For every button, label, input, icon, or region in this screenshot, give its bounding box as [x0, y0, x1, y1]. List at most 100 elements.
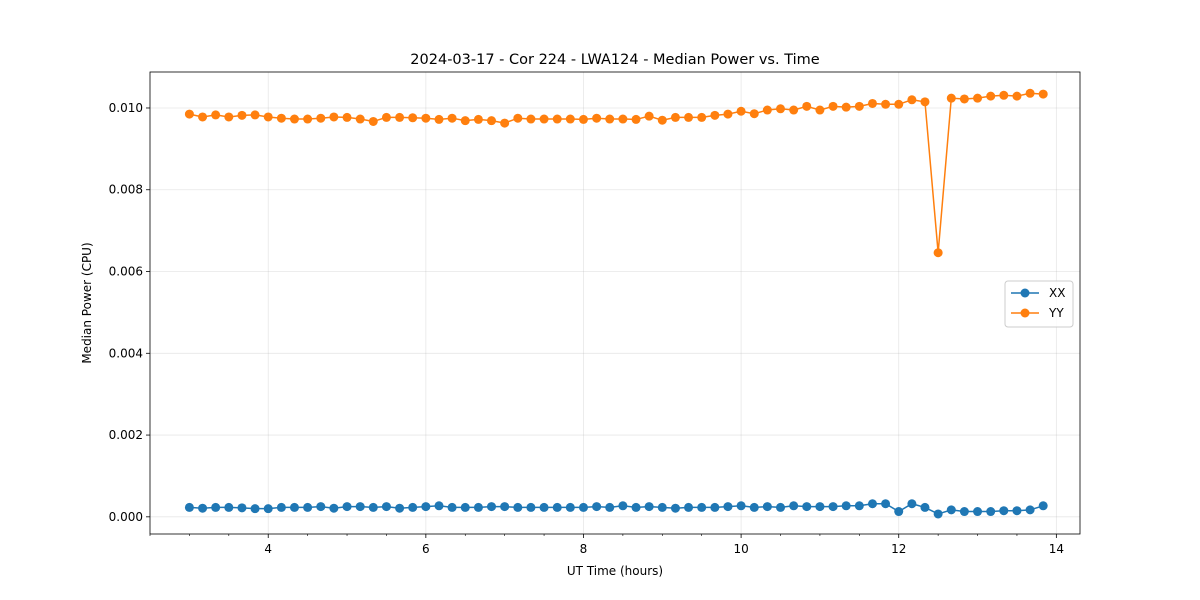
grid: [150, 72, 1080, 534]
series-yy-point: [933, 248, 943, 258]
series-yy-point: [276, 113, 286, 123]
series-yy-point: [500, 118, 510, 128]
series-xx-point: [408, 502, 418, 512]
series-yy-point: [303, 114, 313, 124]
series-yy-point: [184, 109, 194, 119]
legend-yy-marker: [1020, 308, 1030, 318]
x-tick-label: 12: [891, 542, 906, 556]
series-yy-point: [486, 116, 496, 126]
series-xx-point: [670, 503, 680, 513]
y-axis-label: Median Power (CPU): [80, 242, 94, 363]
series-yy-point: [368, 116, 378, 126]
series-yy-point: [802, 101, 812, 111]
series-xx-point: [329, 503, 339, 513]
series-yy-point: [447, 113, 457, 123]
y-tick-label: 0.000: [109, 510, 143, 524]
series-yy-point: [670, 112, 680, 122]
series-xx-point: [973, 507, 983, 517]
series-yy-point: [434, 114, 444, 124]
plot-frame: [149, 71, 1081, 535]
series-xx-point: [303, 502, 313, 512]
x-axis-label: UT Time (hours): [567, 564, 663, 578]
series-xx-point: [920, 502, 930, 512]
series-yy-point: [710, 110, 720, 120]
series-yy-point: [959, 94, 969, 104]
series-yy-point: [828, 101, 838, 111]
series-xx-point: [881, 499, 891, 509]
series-xx-point: [513, 502, 523, 512]
series-xx-point: [500, 502, 510, 512]
x-tick-label: 6: [422, 542, 430, 556]
series-xx-point: [316, 502, 326, 512]
ticks: 4 6 8 10 12 14 0.000 0.002 0.004 0.006 0.008 0.010: [109, 101, 1064, 556]
series-xx-point: [841, 501, 851, 511]
series-yy-point: [644, 111, 654, 121]
series-yy-point: [460, 116, 470, 126]
series-xx-point: [657, 502, 667, 512]
series-xx-point: [946, 505, 956, 515]
series-xx-point: [434, 501, 444, 511]
series-yy-point: [697, 112, 707, 122]
series-xx-point: [289, 502, 299, 512]
series-xx-point: [276, 502, 286, 512]
series-yy-point: [631, 114, 641, 124]
series-yy-point: [355, 114, 365, 124]
series-xx-point: [460, 502, 470, 512]
series-xx-point: [894, 507, 904, 517]
series-xx-point: [986, 507, 996, 517]
legend-yy-label: YY: [1048, 306, 1064, 320]
series-yy-point: [920, 97, 930, 107]
series-yy-point: [526, 114, 536, 124]
series-layer: [184, 88, 1048, 519]
series-xx-point: [815, 502, 825, 512]
series-yy-point: [881, 99, 891, 109]
series-yy-point: [473, 114, 483, 124]
series-xx-point: [250, 504, 260, 514]
series-yy-point: [736, 106, 746, 116]
series-yy-point: [263, 112, 273, 122]
series-yy-point: [289, 114, 299, 124]
series-xx-point: [684, 502, 694, 512]
series-xx-point: [381, 502, 391, 512]
series-xx-point: [789, 501, 799, 511]
series-xx-point: [355, 502, 365, 512]
y-tick-label: 0.004: [109, 346, 143, 360]
series-yy-point: [867, 98, 877, 108]
series-yy-point: [381, 112, 391, 122]
series-yy-point: [329, 112, 339, 122]
series-xx-point: [539, 502, 549, 512]
series-yy-point: [395, 112, 405, 122]
legend-xx-label: XX: [1049, 286, 1065, 300]
series-xx-point: [1038, 501, 1048, 511]
series-yy-point: [513, 113, 523, 123]
series-xx-point: [552, 502, 562, 512]
series-yy-point: [250, 110, 260, 120]
series-yy-point: [762, 105, 772, 115]
series-xx-point: [473, 502, 483, 512]
series-yy-point: [316, 113, 326, 123]
series-yy-point: [342, 112, 352, 122]
series-xx-point: [867, 499, 877, 509]
series-yy-point: [1038, 89, 1048, 99]
chart-title: 2024-03-17 - Cor 224 - LWA124 - Median P…: [410, 52, 819, 68]
series-yy-point: [565, 114, 575, 124]
y-tick-label: 0.002: [109, 428, 143, 442]
series-xx-point: [1012, 506, 1022, 516]
y-tick-label: 0.006: [109, 265, 143, 279]
series-xx-point: [263, 504, 273, 514]
series-xx-point: [644, 502, 654, 512]
series-xx-point: [198, 503, 208, 513]
series-xx-point: [421, 502, 431, 512]
series-yy: [184, 88, 1048, 258]
series-xx-point: [762, 502, 772, 512]
x-tick-label: 8: [580, 542, 588, 556]
series-xx-point: [395, 503, 405, 513]
series-xx-point: [565, 502, 575, 512]
series-xx-point: [697, 502, 707, 512]
series-xx-point: [907, 499, 917, 509]
x-tick-label: 10: [733, 542, 748, 556]
series-xx-point: [1025, 505, 1035, 515]
series-yy-point: [552, 114, 562, 124]
